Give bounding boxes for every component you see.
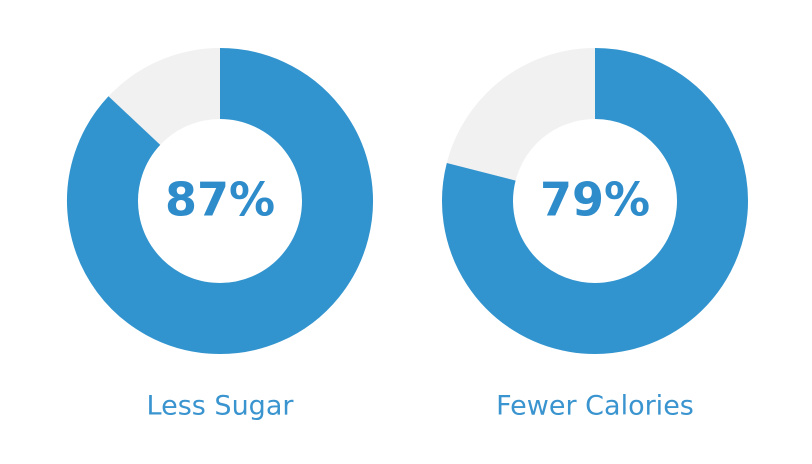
donut-arc: [67, 48, 373, 354]
donut-value-label: 79%: [540, 173, 650, 227]
donut-arc: [442, 48, 748, 354]
donut-title: Less Sugar: [147, 391, 295, 422]
donut-title: Fewer Calories: [496, 391, 694, 422]
donut-value-label: 87%: [165, 173, 275, 227]
